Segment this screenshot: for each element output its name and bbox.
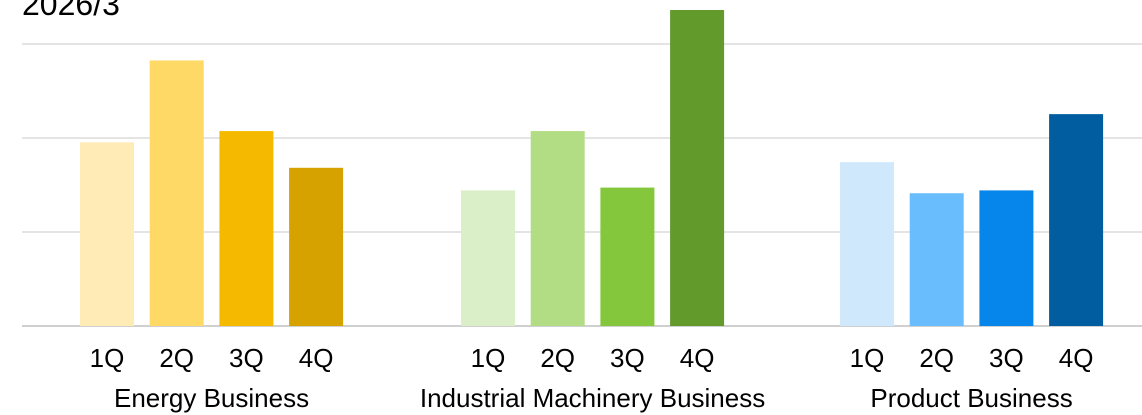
x-tick-label: 2Q: [159, 343, 194, 373]
chart-title: 2026/3: [22, 0, 120, 22]
x-tick-label: 3Q: [610, 343, 645, 373]
x-tick-label: 3Q: [989, 343, 1024, 373]
bar-1-1q: [80, 142, 134, 326]
bar-3-2q: [909, 193, 964, 326]
bar-1-3q: [219, 131, 274, 326]
bar-2-1q: [461, 190, 515, 326]
bar-2-3q: [600, 187, 655, 326]
x-tick-label: 4Q: [1059, 343, 1094, 373]
group-label: Industrial Machinery Business: [420, 383, 765, 413]
bar-1-2q: [149, 60, 204, 326]
x-tick-label: 3Q: [229, 343, 264, 373]
bars: [80, 10, 1104, 326]
x-tick-label: 1Q: [850, 343, 885, 373]
group-labels: Energy Business Industrial Machinery Busi…: [114, 383, 1073, 413]
bar-1-4q: [289, 167, 344, 326]
tick-labels: 1Q 2Q 3Q 4Q 1Q 2Q 3Q 4Q 1Q 2Q 3Q 4Q: [90, 343, 1094, 373]
group-label: Product Business: [870, 383, 1072, 413]
x-tick-label: 4Q: [299, 343, 334, 373]
x-tick-label: 1Q: [90, 343, 125, 373]
x-tick-label: 2Q: [919, 343, 954, 373]
x-tick-label: 1Q: [471, 343, 506, 373]
bar-3-4q: [1049, 114, 1104, 326]
x-tick-label: 4Q: [680, 343, 715, 373]
bar-3-3q: [979, 190, 1034, 326]
group-label: Energy Business: [114, 383, 309, 413]
x-tick-label: 2Q: [540, 343, 575, 373]
bar-3-1q: [840, 162, 894, 326]
bar-2-2q: [530, 131, 585, 326]
bar-2-4q: [670, 10, 725, 326]
